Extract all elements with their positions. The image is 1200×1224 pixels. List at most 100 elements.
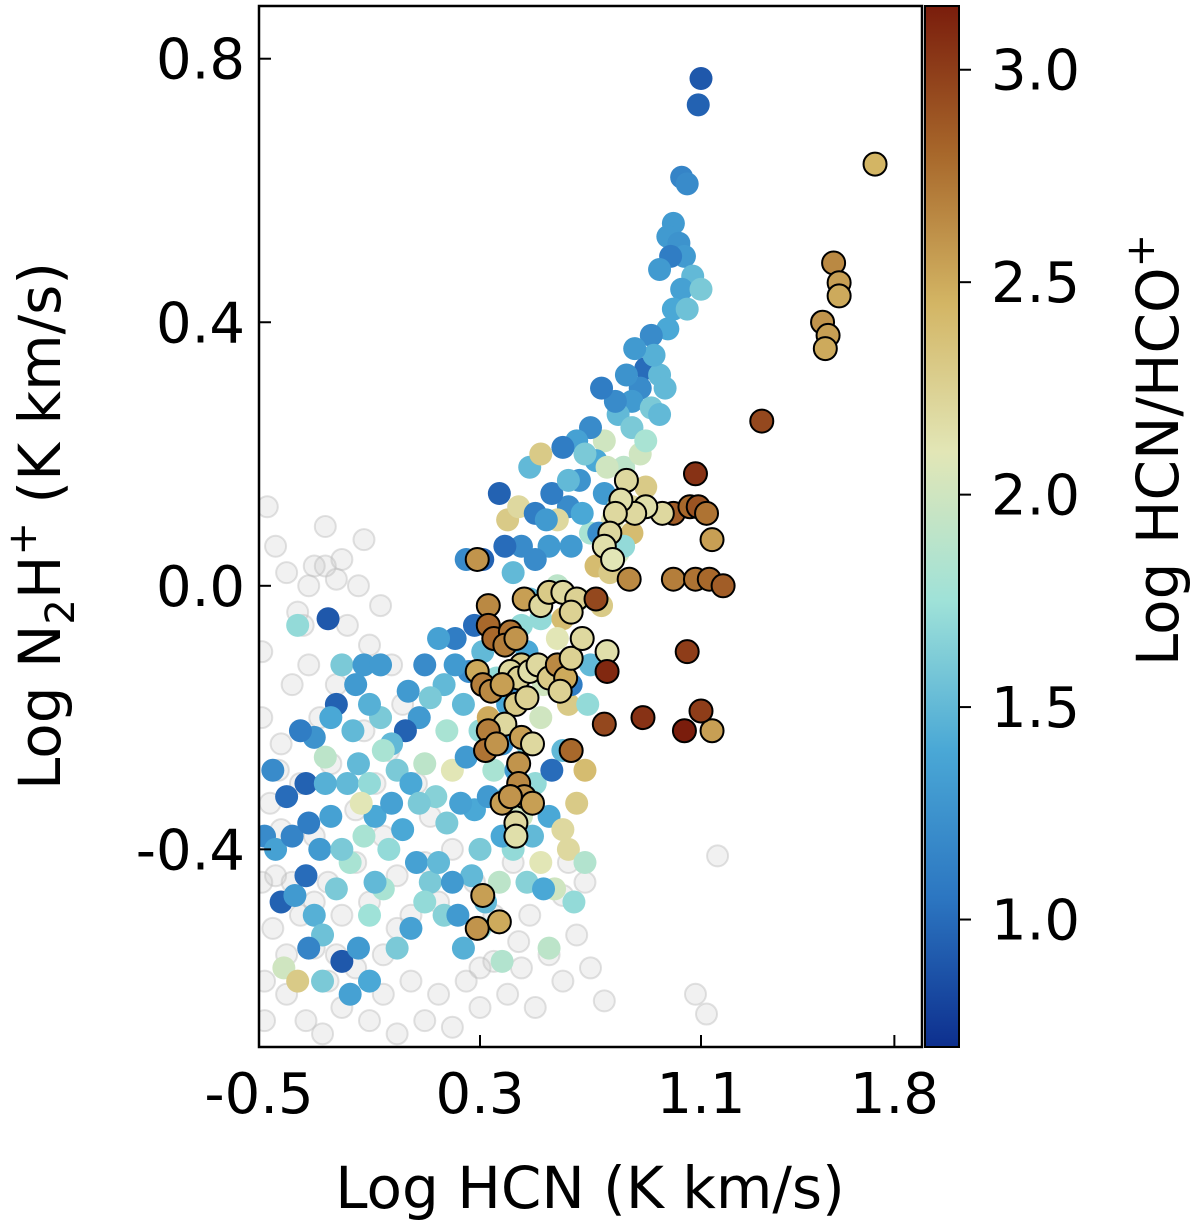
highlighted-point <box>569 626 595 652</box>
background-point <box>346 574 370 598</box>
background-point <box>413 1009 437 1033</box>
plot-frame <box>257 4 924 1049</box>
data-point <box>529 706 553 730</box>
data-point <box>573 851 597 875</box>
background-point <box>695 1002 719 1026</box>
data-point <box>590 376 614 400</box>
background-point <box>294 1009 318 1033</box>
highlighted-point <box>699 718 725 744</box>
background-point <box>385 864 409 888</box>
colorbar-tick-label: 3.0 <box>991 39 1080 104</box>
data-point <box>532 877 556 901</box>
background-point <box>269 732 293 756</box>
background-point <box>264 864 288 888</box>
highlighted-point <box>660 566 686 592</box>
background-point <box>313 515 337 538</box>
data-point <box>324 877 348 901</box>
data-point <box>435 719 459 743</box>
background-point <box>468 956 492 980</box>
data-point <box>349 791 373 815</box>
background-point <box>468 995 492 1019</box>
data-point <box>338 982 362 1006</box>
data-point <box>344 673 368 697</box>
data-point <box>297 936 321 960</box>
data-point <box>451 936 475 960</box>
background-point <box>592 989 616 1013</box>
data-point <box>490 949 514 973</box>
data-point <box>380 791 404 815</box>
data-point <box>413 752 437 776</box>
data-point <box>534 508 558 532</box>
highlighted-point <box>583 586 609 612</box>
highlighted-point <box>682 461 708 487</box>
data-point <box>313 745 337 769</box>
background-point <box>399 969 423 993</box>
data-point <box>529 442 553 466</box>
data-point <box>407 791 431 815</box>
data-point <box>634 429 658 453</box>
data-point <box>509 534 533 558</box>
highlighted-point <box>674 639 700 665</box>
data-point <box>385 936 409 960</box>
background-point <box>573 870 597 894</box>
data-point <box>358 969 381 993</box>
data-point <box>648 258 672 282</box>
data-point <box>286 969 310 993</box>
data-point <box>319 706 343 730</box>
highlighted-point <box>486 909 512 935</box>
highlighted-point <box>489 672 515 698</box>
data-point <box>670 277 694 301</box>
highlighted-point <box>862 151 888 177</box>
data-point <box>556 468 580 492</box>
data-point <box>487 482 511 506</box>
highlighted-point <box>519 790 545 816</box>
data-point <box>286 613 310 637</box>
data-point <box>529 851 553 875</box>
data-point <box>377 837 401 861</box>
data-point <box>427 851 451 875</box>
highlighted-point <box>630 705 656 731</box>
data-point <box>294 771 318 795</box>
highlighted-point <box>484 731 510 757</box>
data-point <box>454 745 478 769</box>
data-point <box>537 936 561 960</box>
background-point <box>335 613 359 637</box>
highlighted-point <box>503 823 529 849</box>
background-point <box>523 995 547 1019</box>
background-point <box>509 956 533 980</box>
background-point <box>371 982 395 1006</box>
highlighted-point <box>464 546 490 572</box>
background-point <box>261 916 285 940</box>
data-point <box>634 475 658 499</box>
data-point <box>369 653 393 677</box>
highlighted-point <box>688 698 714 724</box>
data-point <box>443 653 467 677</box>
colorbar-title: Log HCN/HCO+ <box>1118 234 1192 666</box>
data-point <box>675 297 699 321</box>
data-point <box>418 870 442 894</box>
colorbar-tick-label: 2.0 <box>991 464 1080 529</box>
data-point <box>468 837 492 861</box>
data-point <box>446 903 470 927</box>
data-point <box>346 936 370 960</box>
data-point <box>576 692 600 716</box>
data-point <box>391 818 415 842</box>
data-point <box>595 455 619 479</box>
data-point <box>642 343 666 367</box>
background-point <box>507 930 531 954</box>
highlighted-point <box>558 599 584 625</box>
background-point <box>440 1015 464 1039</box>
data-point <box>294 864 318 888</box>
data-point <box>449 791 473 815</box>
highlighted-point <box>600 546 626 572</box>
background-point <box>259 1009 277 1033</box>
highlighted-point <box>710 573 736 599</box>
data-point <box>562 890 586 914</box>
data-point <box>363 870 387 894</box>
data-point <box>311 969 335 993</box>
highlighted-point <box>464 915 490 941</box>
highlighted-point <box>558 738 584 764</box>
highlighted-point <box>594 658 620 684</box>
data-point <box>501 561 525 585</box>
colorbar <box>924 5 960 1048</box>
